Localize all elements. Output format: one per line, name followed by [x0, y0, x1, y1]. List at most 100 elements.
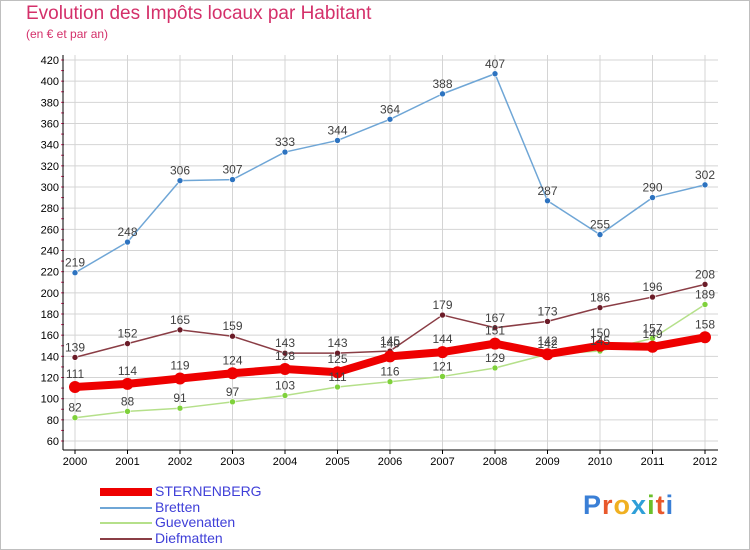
data-point: [124, 340, 131, 347]
data-label: 124: [222, 353, 242, 367]
data-point: [386, 115, 394, 123]
data-point: [491, 70, 499, 78]
data-label: 114: [118, 364, 137, 378]
data-label: 97: [226, 385, 240, 399]
legend-label: Bretten: [155, 498, 201, 515]
data-point: [596, 304, 604, 311]
data-point: [489, 337, 501, 350]
data-label: 139: [65, 340, 85, 354]
y-tick-label: 80: [47, 415, 59, 427]
data-label: 91: [173, 391, 187, 405]
data-point: [229, 398, 236, 406]
data-label: 196: [642, 280, 662, 294]
data-label: 364: [380, 102, 400, 116]
data-point: [331, 366, 344, 379]
legend-swatch: [100, 537, 152, 540]
y-tick-label: 100: [41, 394, 59, 406]
data-label: 144: [432, 332, 452, 346]
data-label: 307: [222, 163, 242, 177]
x-tick-label: 2002: [168, 456, 192, 468]
data-point: [491, 364, 499, 372]
logo-letter: o: [613, 490, 632, 520]
logo-letter: P: [583, 490, 603, 520]
data-point: [646, 340, 659, 353]
data-label: 145: [590, 334, 610, 348]
data-point: [701, 181, 709, 189]
data-label: 125: [327, 352, 347, 366]
data-label: 143: [327, 336, 347, 350]
data-label: 388: [432, 77, 452, 91]
logo-letter: r: [602, 490, 614, 520]
x-tick-label: 2010: [588, 456, 612, 468]
logo-letter: i: [647, 490, 656, 520]
y-tick-label: 380: [41, 97, 59, 109]
chart-subtitle: (en € et par an): [26, 27, 109, 41]
data-label: 157: [642, 321, 662, 335]
y-tick-label: 120: [41, 373, 59, 385]
x-tick-label: 2008: [483, 456, 507, 468]
data-label: 287: [537, 184, 557, 198]
data-point: [176, 177, 184, 184]
data-label: 173: [537, 304, 557, 318]
x-tick-label: 2012: [693, 456, 717, 468]
data-label: 145: [380, 334, 400, 348]
data-label: 82: [68, 401, 82, 415]
legend-item: Diefmatten: [100, 529, 360, 546]
y-tick-label: 200: [41, 288, 59, 300]
data-label: 333: [275, 135, 295, 149]
data-label: 179: [432, 298, 452, 312]
y-tick-label: 260: [41, 224, 59, 236]
data-label: 255: [590, 218, 610, 232]
data-point: [334, 383, 341, 391]
data-label: 142: [537, 337, 557, 351]
data-point: [229, 332, 236, 340]
data-point: [594, 339, 606, 352]
data-point: [541, 348, 554, 361]
data-point: [491, 324, 499, 332]
data-point: [174, 372, 186, 385]
data-label: 219: [65, 256, 85, 270]
y-tick-label: 220: [41, 267, 59, 279]
data-point: [279, 363, 291, 376]
data-point: [226, 367, 239, 380]
data-point: [544, 318, 551, 325]
x-tick-label: 2000: [63, 456, 87, 468]
data-point: [176, 326, 184, 334]
data-label: 119: [170, 359, 189, 373]
y-tick-label: 180: [41, 309, 59, 321]
data-label: 302: [695, 168, 715, 182]
data-label: 167: [485, 311, 505, 325]
data-label: 208: [695, 267, 715, 281]
logo-letter: x: [631, 490, 648, 520]
data-point: [439, 373, 446, 380]
data-label: 149: [642, 327, 662, 341]
data-point: [281, 392, 289, 399]
data-label: 407: [485, 57, 505, 71]
data-point: [281, 349, 289, 357]
data-label: 111: [66, 367, 85, 381]
grid: [63, 55, 718, 450]
data-label: 121: [432, 359, 452, 373]
data-label: 142: [537, 334, 557, 348]
data-point: [701, 301, 709, 308]
x-tick-label: 2006: [378, 456, 402, 468]
proxiti-logo: Proxiti: [583, 490, 674, 521]
data-label: 159: [222, 319, 242, 333]
data-point: [701, 281, 709, 288]
data-label: 306: [170, 164, 190, 178]
data-label: 152: [117, 327, 137, 341]
logo-letter: t: [655, 490, 666, 520]
data-label: 344: [327, 123, 347, 137]
data-label: 140: [380, 336, 400, 350]
y-tick-label: 400: [41, 76, 59, 88]
legend-label: Diefmatten: [155, 529, 223, 546]
data-label: 151: [485, 324, 505, 338]
logo-letter: i: [665, 490, 675, 520]
legend-swatch: [100, 506, 152, 509]
data-label: 248: [117, 225, 137, 239]
y-tick-label: 420: [41, 55, 59, 67]
data-point: [281, 148, 289, 156]
line-chart: 60 80 100 120 140 160 180 200 220 240 260 280 300 320…: [41, 55, 718, 468]
x-tick-label: 2007: [430, 456, 454, 468]
